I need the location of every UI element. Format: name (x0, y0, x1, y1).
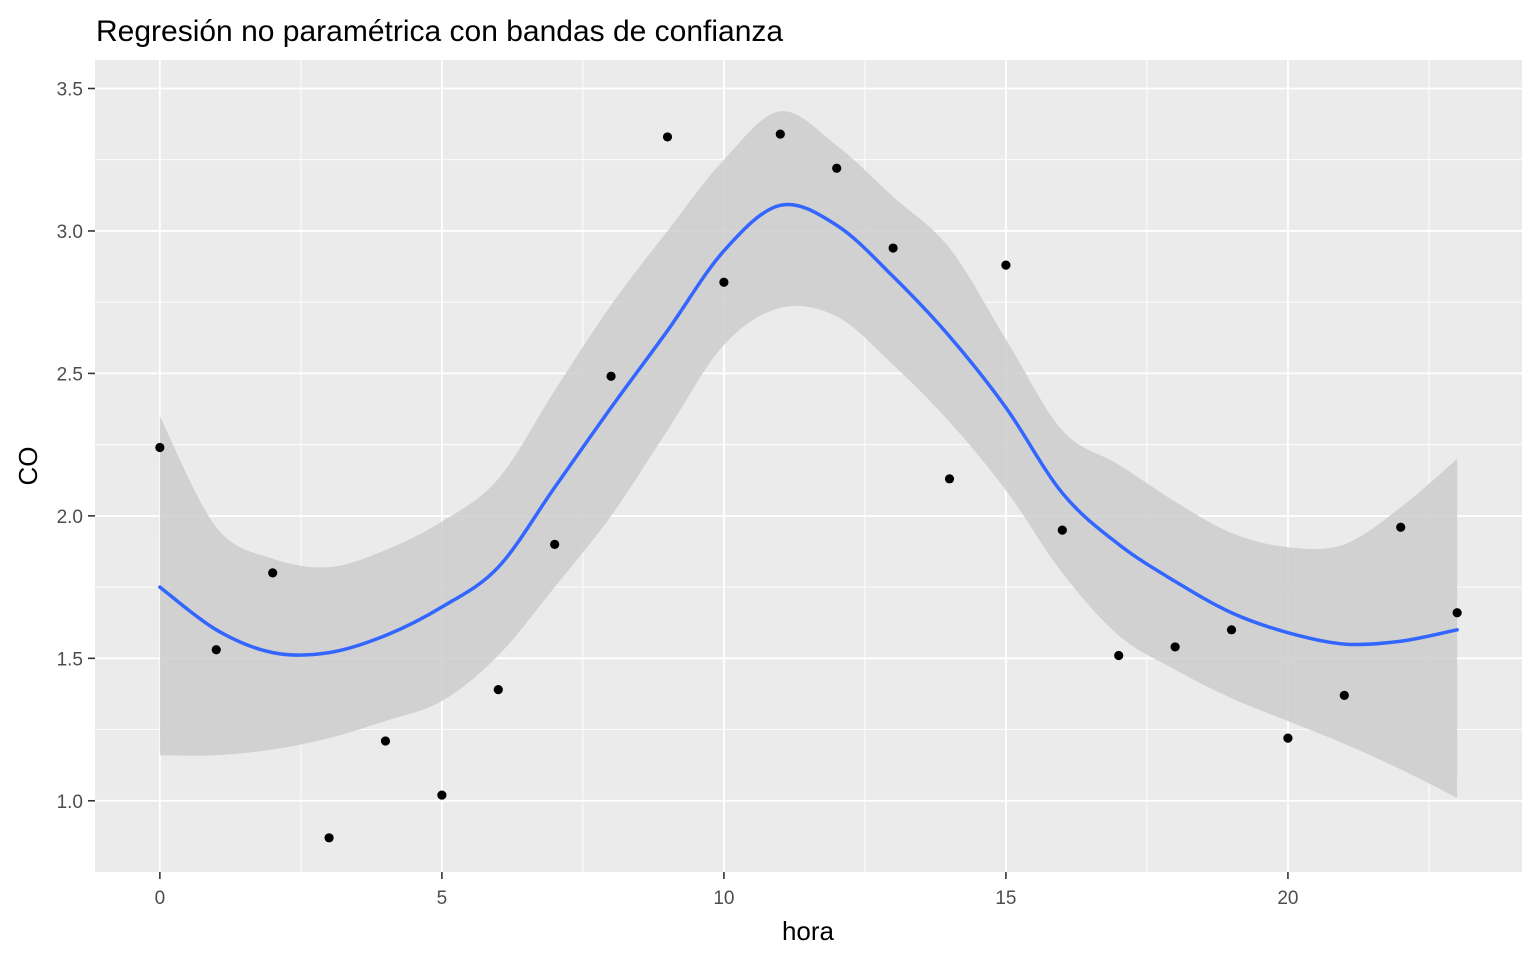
x-tick-label: 20 (1277, 888, 1298, 909)
data-points (155, 129, 1462, 843)
data-point (1226, 625, 1237, 635)
y-tick-label: 1.0 (57, 792, 83, 813)
x-tick-label: 0 (155, 888, 166, 909)
data-point (775, 129, 785, 139)
data-point (1396, 522, 1406, 532)
x-tick-label: 15 (995, 888, 1016, 909)
y-tick-label: 1.5 (57, 649, 83, 670)
data-point (1001, 260, 1011, 270)
data-point (437, 790, 447, 800)
data-point (606, 371, 616, 381)
data-point (155, 442, 165, 453)
data-point (832, 163, 842, 173)
x-tick-label: 5 (437, 888, 448, 909)
data-point (324, 833, 334, 843)
data-point (1114, 650, 1124, 661)
data-point (1283, 733, 1293, 743)
confidence-band (159, 111, 1458, 798)
chart-title: Regresión no paramétrica con bandas de c… (96, 15, 783, 48)
x-tick-label: 10 (713, 888, 734, 909)
data-point (380, 736, 391, 746)
data-point (1170, 642, 1180, 652)
data-point (493, 685, 503, 695)
data-point (888, 243, 898, 253)
y-axis-title: CO (13, 447, 43, 486)
data-point (662, 132, 673, 142)
data-point (719, 277, 729, 287)
y-tick-label: 2.5 (57, 364, 83, 385)
data-point (1339, 690, 1349, 700)
x-axis: 0 5 10 15 20 (155, 872, 1298, 909)
data-point (268, 568, 278, 578)
data-point (944, 474, 955, 484)
data-point (1057, 525, 1067, 535)
y-tick-label: 2.0 (57, 507, 83, 528)
data-point (550, 539, 560, 549)
x-axis-title: hora (782, 916, 835, 946)
y-tick-label: 3.0 (57, 222, 83, 243)
y-tick-label: 3.5 (57, 79, 83, 100)
smooth-line (158, 202, 1459, 657)
data-point (1452, 608, 1462, 618)
data-point (211, 645, 221, 655)
y-axis: 1.0 1.5 2.0 2.5 3.0 3.5 (57, 79, 95, 813)
